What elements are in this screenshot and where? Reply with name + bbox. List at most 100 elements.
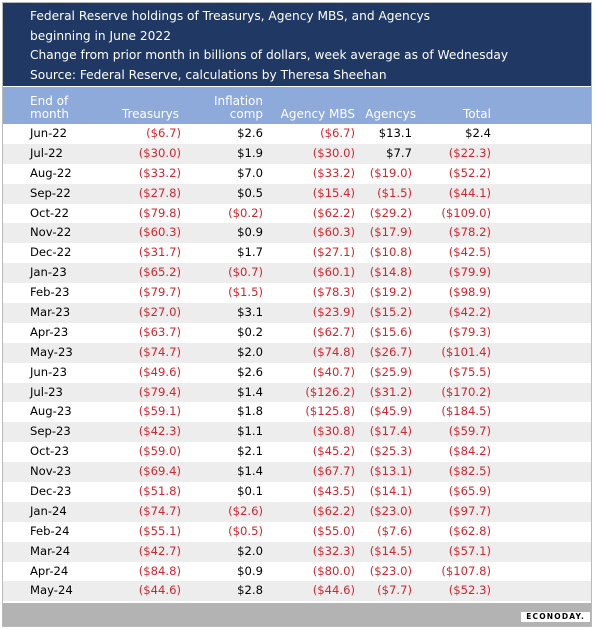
cell-agency-mbs: ($78.3) <box>312 285 355 300</box>
cell-treasurys: ($42.3) <box>138 424 181 439</box>
table-row: Dec-22 ($31.7) $1.7 ($27.1) ($10.8) ($42.5) <box>3 243 591 263</box>
column-header-row: End of month Treasurys Inflation comp Ag… <box>3 87 591 124</box>
cell-agencys: ($19.0) <box>369 165 412 180</box>
cell-agencys: ($29.2) <box>369 205 412 220</box>
cell-treasurys: ($30.0) <box>138 145 181 160</box>
cell-total: ($107.8) <box>441 563 491 578</box>
cell-inflation-comp: $1.9 <box>237 145 263 160</box>
cell-inflation-comp: $1.4 <box>237 384 263 399</box>
cell-agency-mbs: ($45.2) <box>312 444 355 459</box>
cell-agency-mbs: ($30.8) <box>312 424 355 439</box>
cell-month: May-24 <box>30 583 73 598</box>
cell-total: ($82.5) <box>448 464 491 479</box>
table-row: Mar-23 ($27.0) $3.1 ($23.9) ($15.2) ($42.2) <box>3 303 591 323</box>
cell-agency-mbs: ($27.1) <box>312 245 355 260</box>
cell-agency-mbs: ($62.2) <box>312 503 355 518</box>
cell-agency-mbs: ($30.0) <box>312 145 355 160</box>
footer-bar <box>3 603 591 626</box>
cell-treasurys: ($74.7) <box>138 503 181 518</box>
header-total: Total <box>462 107 491 121</box>
cell-treasurys: ($84.8) <box>138 563 181 578</box>
table-row: Jun-23 ($49.6) $2.6 ($40.7) ($25.9) ($75.5) <box>3 363 591 383</box>
cell-total: ($98.9) <box>448 285 491 300</box>
cell-inflation-comp: ($0.5) <box>228 523 263 538</box>
cell-inflation-comp: $2.0 <box>237 344 263 359</box>
table-row: Nov-22 ($60.3) $0.9 ($60.3) ($17.9) ($78.2) <box>3 223 591 244</box>
cell-agencys: ($13.1) <box>369 464 412 479</box>
header-end-of-month: End of month <box>30 94 69 121</box>
cell-month: Jul-23 <box>30 384 63 399</box>
cell-inflation-comp: $3.1 <box>237 305 263 320</box>
cell-treasurys: ($74.7) <box>138 344 181 359</box>
cell-treasurys: ($27.8) <box>138 185 181 200</box>
cell-total: ($78.2) <box>448 225 491 240</box>
cell-total: ($79.9) <box>448 265 491 280</box>
cell-agencys: ($26.7) <box>369 344 412 359</box>
cell-inflation-comp: $0.2 <box>237 324 263 339</box>
cell-total: ($57.1) <box>448 543 491 558</box>
table-source-note: Source: Federal Reserve, calculations by… <box>30 67 387 82</box>
cell-agency-mbs: ($55.0) <box>312 523 355 538</box>
cell-total: ($65.9) <box>448 484 491 499</box>
cell-month: Sep-23 <box>30 424 71 439</box>
cell-agency-mbs: ($62.2) <box>312 205 355 220</box>
cell-month: Nov-22 <box>30 225 72 240</box>
cell-total: ($97.7) <box>448 503 491 518</box>
cell-agencys: ($14.5) <box>369 543 412 558</box>
cell-month: Dec-23 <box>30 484 72 499</box>
cell-month: Oct-23 <box>30 444 69 459</box>
cell-month: Apr-23 <box>30 324 69 339</box>
cell-month: May-23 <box>30 344 73 359</box>
table-row: Jan-23 ($65.2) ($0.7) ($60.1) ($14.8) ($79.9) <box>3 263 591 284</box>
cell-agency-mbs: ($6.7) <box>320 126 355 140</box>
cell-agencys: ($25.3) <box>369 444 412 459</box>
cell-agencys: ($7.6) <box>377 523 412 538</box>
cell-inflation-comp: $0.5 <box>237 185 263 200</box>
cell-agency-mbs: ($125.8) <box>305 404 355 419</box>
cell-treasurys: ($60.3) <box>138 225 181 240</box>
cell-treasurys: ($79.4) <box>138 384 181 399</box>
cell-agencys: ($45.9) <box>369 404 412 419</box>
cell-treasurys: ($59.0) <box>138 444 181 459</box>
table-row: Nov-23 ($69.4) $1.4 ($67.7) ($13.1) ($82.5) <box>3 462 591 483</box>
cell-agency-mbs: ($60.1) <box>312 265 355 280</box>
cell-inflation-comp: $1.8 <box>237 404 263 419</box>
econoday-logo: ECONODAY. <box>521 612 590 622</box>
header-agency-mbs: Agency MBS <box>280 107 355 121</box>
cell-inflation-comp: $7.0 <box>237 165 263 180</box>
table-row: Oct-22 ($79.8) ($0.2) ($62.2) ($29.2) ($109.0… <box>3 204 591 224</box>
header-treasurys: Treasurys <box>121 107 179 121</box>
cell-agencys: ($17.4) <box>369 424 412 439</box>
cell-inflation-comp: $0.9 <box>237 225 263 240</box>
table-row: Apr-23 ($63.7) $0.2 ($62.7) ($15.6) ($79.3) <box>3 323 591 343</box>
cell-agency-mbs: ($40.7) <box>312 364 355 379</box>
cell-inflation-comp: ($1.5) <box>228 285 263 300</box>
cell-month: Oct-22 <box>30 205 69 220</box>
cell-inflation-comp: $2.1 <box>237 444 263 459</box>
cell-agency-mbs: ($74.8) <box>312 344 355 359</box>
cell-inflation-comp: $2.8 <box>237 583 263 598</box>
table-units-note: Change from prior month in billions of d… <box>30 48 509 63</box>
cell-agencys: ($1.5) <box>377 185 412 200</box>
cell-treasurys: ($55.1) <box>138 523 181 538</box>
cell-month: Sep-22 <box>30 185 71 200</box>
cell-inflation-comp: $1.4 <box>237 464 263 479</box>
header-agencys: Agencys <box>365 107 416 121</box>
cell-inflation-comp: $2.6 <box>237 126 263 140</box>
table-row: Sep-23 ($42.3) $1.1 ($30.8) ($17.4) ($59.7) <box>3 422 591 443</box>
cell-treasurys: ($6.7) <box>146 126 181 140</box>
table-row: Aug-22 ($33.2) $7.0 ($33.2) ($19.0) ($52.2) <box>3 164 591 184</box>
table-row: Jul-22 ($30.0) $1.9 ($30.0) $7.7 ($22.3) <box>3 143 591 164</box>
cell-agencys: ($19.2) <box>369 285 412 300</box>
header-inflation-comp: Inflation comp <box>213 94 263 121</box>
cell-total: ($84.2) <box>448 444 491 459</box>
cell-total: ($62.8) <box>448 523 491 538</box>
table-row: Aug-23 ($59.1) $1.8 ($125.8) ($45.9) ($184.5) <box>3 402 591 422</box>
cell-inflation-comp: $0.9 <box>237 563 263 578</box>
table-row: Dec-23 ($51.8) $0.1 ($43.5) ($14.1) ($65.9) <box>3 482 591 502</box>
cell-agency-mbs: ($67.7) <box>312 464 355 479</box>
cell-agencys: $7.7 <box>386 145 412 160</box>
cell-agencys: ($14.8) <box>369 265 412 280</box>
cell-total: ($52.3) <box>448 583 491 598</box>
cell-total: ($42.5) <box>448 245 491 260</box>
